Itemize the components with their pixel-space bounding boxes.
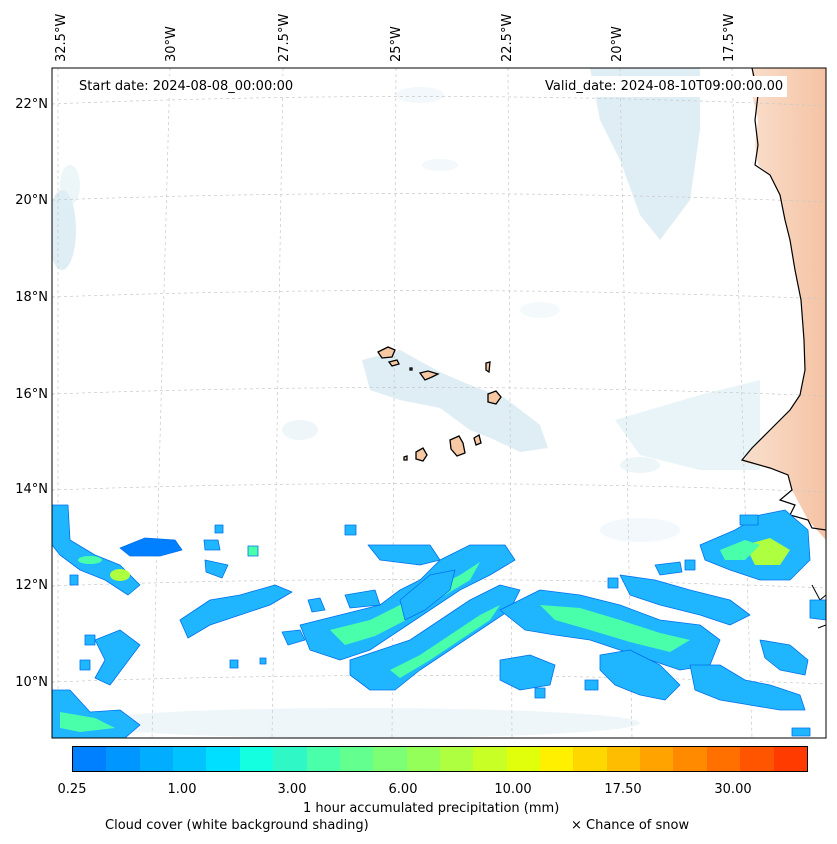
colorbar-segment [640, 747, 674, 771]
colorbar-tick: 30.00 [714, 782, 752, 797]
lat-label-20n: 20°N [15, 193, 48, 208]
africa-land [742, 68, 826, 540]
colorbar-segment [473, 747, 507, 771]
colorbar-tick: 17.50 [604, 782, 642, 797]
colorbar-segment [139, 747, 174, 771]
map-frame [51, 67, 827, 739]
snow-legend: × Chance of snow [571, 818, 690, 833]
lon-label-20w: 20°W [610, 26, 625, 62]
colorbar-segment [506, 747, 541, 771]
colorbar-segment [206, 747, 240, 771]
lon-label-25w: 25°W [389, 26, 404, 62]
colorbar-segment [339, 747, 374, 771]
colorbar-tick: 6.00 [388, 782, 418, 797]
colorbar-segment [606, 747, 641, 771]
cape-verde-islands [377, 346, 502, 462]
colorbar-segment [673, 747, 707, 771]
colorbar-segment [73, 747, 107, 771]
africa-coastline [740, 68, 826, 531]
lat-label-12n: 12°N [15, 578, 48, 593]
colorbar-segment [373, 747, 407, 771]
colorbar-segment [540, 747, 574, 771]
colorbar-segment [439, 747, 474, 771]
colorbar-segment [106, 747, 140, 771]
precipitation-colorbar [72, 746, 808, 772]
lon-label-22-5w: 22.5°W [500, 13, 515, 62]
lon-label-27-5w: 27.5°W [277, 13, 292, 62]
colorbar-segment [406, 747, 440, 771]
colorbar-tick: 3.00 [277, 782, 307, 797]
colorbar-segment [306, 747, 340, 771]
colorbar-tick: 10.00 [494, 782, 532, 797]
colorbar-segment [273, 747, 307, 771]
colorbar-tick: 0.25 [57, 782, 87, 797]
valid-date-label: Valid_date: 2024-08-10T09:00:00.00 [541, 76, 788, 97]
lon-label-32-5w: 32.5°W [54, 13, 69, 62]
lat-label-16n: 16°N [15, 387, 48, 402]
colorbar-segment [773, 747, 807, 771]
lat-label-14n: 14°N [15, 482, 48, 497]
precipitation-field [52, 504, 826, 738]
lat-label-18n: 18°N [15, 290, 48, 305]
lat-label-22n: 22°N [15, 97, 48, 112]
colorbar-segment [740, 747, 774, 771]
colorbar-segment [706, 747, 741, 771]
colorbar-segment [173, 747, 207, 771]
colorbar-segment [573, 747, 607, 771]
lon-label-17-5w: 17.5°W [722, 13, 737, 62]
cloud-cover-legend: Cloud cover (white background shading) [105, 818, 369, 833]
lat-label-10n: 10°N [15, 675, 48, 690]
colorbar-segment [239, 747, 274, 771]
start-date-label: Start date: 2024-08-08_00:00:00 [75, 76, 298, 97]
colorbar-label: 1 hour accumulated precipitation (mm) [303, 801, 560, 816]
colorbar-tick: 1.00 [167, 782, 197, 797]
lon-label-30w: 30°W [164, 26, 179, 62]
